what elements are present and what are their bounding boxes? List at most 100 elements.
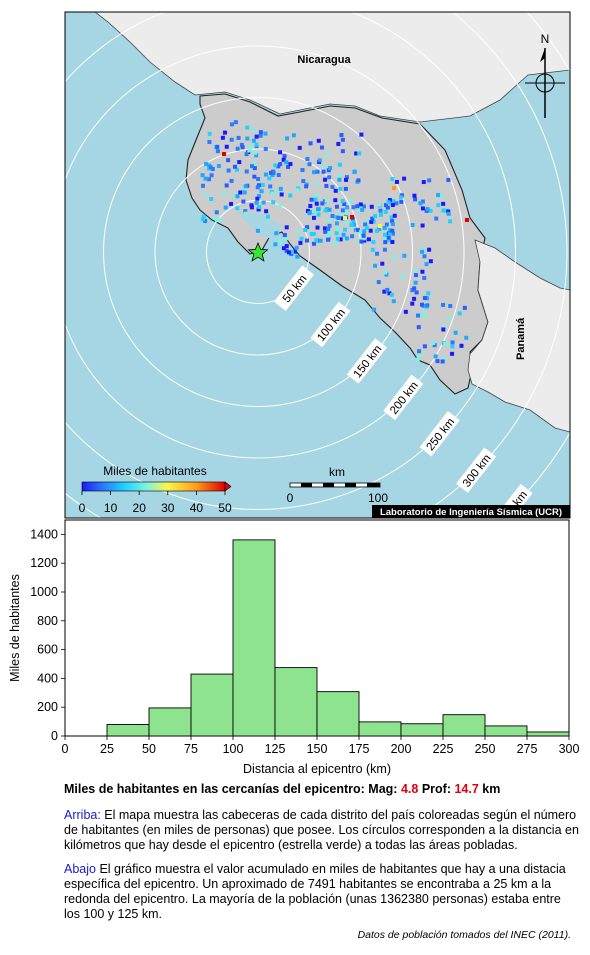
district-dot bbox=[370, 247, 375, 252]
abajo-paragraph: Abajo El gráfico muestra el valor acumul… bbox=[64, 862, 566, 921]
district-dot bbox=[307, 162, 312, 167]
district-dot bbox=[340, 137, 345, 142]
distance-ring bbox=[102, 96, 414, 408]
district-dot bbox=[284, 244, 289, 249]
district-dot bbox=[441, 302, 446, 307]
district-dot bbox=[441, 208, 446, 213]
district-dot bbox=[282, 232, 287, 237]
district-dot bbox=[337, 177, 342, 182]
district-dot bbox=[324, 198, 329, 203]
district-dot bbox=[278, 150, 283, 155]
district-dot bbox=[440, 194, 445, 199]
district-dot bbox=[360, 207, 365, 212]
district-dot bbox=[258, 133, 263, 138]
district-dot bbox=[436, 193, 441, 198]
district-dot bbox=[386, 200, 391, 205]
histogram-bar bbox=[106, 724, 150, 737]
district-dot bbox=[422, 254, 427, 259]
district-dot bbox=[450, 351, 455, 356]
district-dot bbox=[390, 222, 395, 227]
district-dot bbox=[390, 219, 395, 224]
district-dot bbox=[359, 132, 364, 137]
district-dot bbox=[214, 218, 219, 223]
district-dot bbox=[257, 205, 262, 210]
histogram-bar bbox=[400, 723, 444, 737]
x-tick-label: 100 bbox=[223, 742, 244, 756]
district-dot bbox=[427, 247, 432, 252]
district-dot bbox=[301, 179, 306, 184]
district-dot bbox=[382, 247, 387, 252]
district-dot bbox=[354, 151, 359, 156]
district-dot bbox=[232, 193, 237, 198]
x-axis-ticks: 0 25 50 75 100 125 150 175 200 225 250 275 300 bbox=[62, 736, 579, 756]
district-dot bbox=[276, 189, 281, 194]
district-dot bbox=[312, 241, 317, 246]
district-dot bbox=[391, 199, 396, 204]
district-dot bbox=[361, 236, 366, 241]
district-dot bbox=[207, 140, 212, 145]
district-dot bbox=[295, 188, 300, 193]
district-dot bbox=[284, 236, 289, 241]
district-dot bbox=[426, 291, 431, 296]
district-dot bbox=[325, 152, 330, 157]
district-dot bbox=[392, 186, 396, 190]
y-tick-label: 600 bbox=[37, 643, 58, 657]
district-dot bbox=[383, 270, 388, 275]
district-dot bbox=[337, 162, 342, 167]
district-dot bbox=[402, 176, 407, 181]
district-dot bbox=[394, 201, 399, 206]
district-dot bbox=[335, 236, 340, 241]
district-dot bbox=[413, 273, 418, 278]
district-dot bbox=[200, 217, 205, 222]
district-dot bbox=[226, 168, 231, 173]
district-dot bbox=[386, 235, 391, 240]
district-dot bbox=[263, 172, 268, 177]
district-dot bbox=[202, 193, 207, 198]
caption-title: Miles de habitantes en las cercanías del… bbox=[64, 782, 501, 796]
district-dot bbox=[378, 212, 383, 217]
district-dot bbox=[203, 218, 208, 223]
district-dot bbox=[376, 280, 381, 285]
district-dot bbox=[422, 296, 427, 301]
district-dot bbox=[251, 127, 256, 132]
district-dot bbox=[229, 178, 234, 183]
district-dot bbox=[240, 145, 245, 150]
district-dot bbox=[370, 216, 375, 221]
district-dot bbox=[236, 135, 241, 140]
district-dot bbox=[338, 186, 343, 191]
svg-text:0: 0 bbox=[287, 491, 294, 505]
epicenter-star bbox=[247, 241, 269, 262]
district-dot bbox=[243, 209, 248, 214]
district-dot bbox=[427, 178, 432, 183]
district-dot bbox=[343, 216, 347, 220]
district-dot bbox=[421, 180, 426, 185]
district-dot bbox=[420, 249, 425, 254]
district-dot bbox=[222, 152, 226, 156]
svg-text:Laboratorio de Ingeniería Sísm: Laboratorio de Ingeniería Sísmica (UCR) bbox=[380, 507, 562, 518]
district-dot bbox=[277, 239, 282, 244]
district-dot bbox=[344, 175, 349, 180]
district-dot bbox=[387, 198, 392, 203]
district-dot bbox=[319, 145, 324, 150]
district-dot bbox=[286, 164, 291, 169]
district-dot bbox=[385, 287, 390, 292]
district-dot bbox=[420, 302, 425, 307]
district-dot bbox=[254, 153, 259, 158]
district-dot bbox=[366, 237, 371, 242]
district-dot bbox=[390, 202, 395, 207]
district-dot bbox=[351, 222, 356, 227]
x-tick-label: 150 bbox=[307, 742, 328, 756]
district-dot bbox=[288, 193, 293, 198]
district-dot bbox=[340, 208, 345, 213]
district-dot bbox=[299, 236, 304, 241]
histogram-bar bbox=[148, 707, 192, 737]
district-dot bbox=[274, 231, 279, 236]
district-dot bbox=[245, 125, 250, 130]
district-dot bbox=[266, 214, 271, 219]
map-frame bbox=[64, 11, 571, 519]
nicaragua-land bbox=[94, 12, 570, 123]
district-dot bbox=[327, 230, 332, 235]
district-dot bbox=[226, 158, 231, 163]
colorbar: Miles de habitantes 0 10 20 30 40 50 bbox=[79, 464, 232, 515]
district-dot bbox=[289, 250, 294, 255]
